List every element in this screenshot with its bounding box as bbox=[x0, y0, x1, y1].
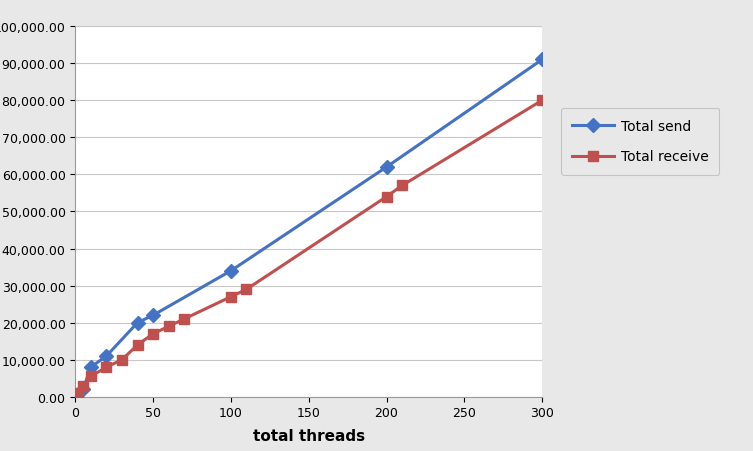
Total send bbox=[538, 58, 547, 63]
Total receive bbox=[78, 383, 87, 388]
Line: Total receive: Total receive bbox=[74, 96, 547, 398]
Total receive bbox=[180, 317, 189, 322]
Total receive bbox=[87, 374, 96, 379]
Total receive bbox=[74, 391, 83, 396]
X-axis label: total threads: total threads bbox=[253, 428, 364, 443]
Total receive bbox=[538, 98, 547, 104]
Total send bbox=[382, 165, 391, 170]
Total receive bbox=[382, 194, 391, 200]
Total send bbox=[227, 268, 236, 274]
Total receive bbox=[227, 295, 236, 300]
Total send bbox=[78, 387, 87, 392]
Total receive bbox=[117, 357, 127, 363]
Legend: Total send, Total receive: Total send, Total receive bbox=[561, 108, 719, 175]
Total send bbox=[102, 354, 111, 359]
Line: Total send: Total send bbox=[78, 55, 547, 394]
Total receive bbox=[164, 324, 173, 329]
Total send bbox=[148, 313, 157, 318]
Total receive bbox=[148, 331, 157, 337]
Total receive bbox=[102, 364, 111, 370]
Total receive bbox=[398, 184, 407, 189]
Total receive bbox=[133, 342, 142, 348]
Total send bbox=[87, 364, 96, 370]
Total send bbox=[133, 320, 142, 326]
Total receive bbox=[242, 287, 251, 292]
